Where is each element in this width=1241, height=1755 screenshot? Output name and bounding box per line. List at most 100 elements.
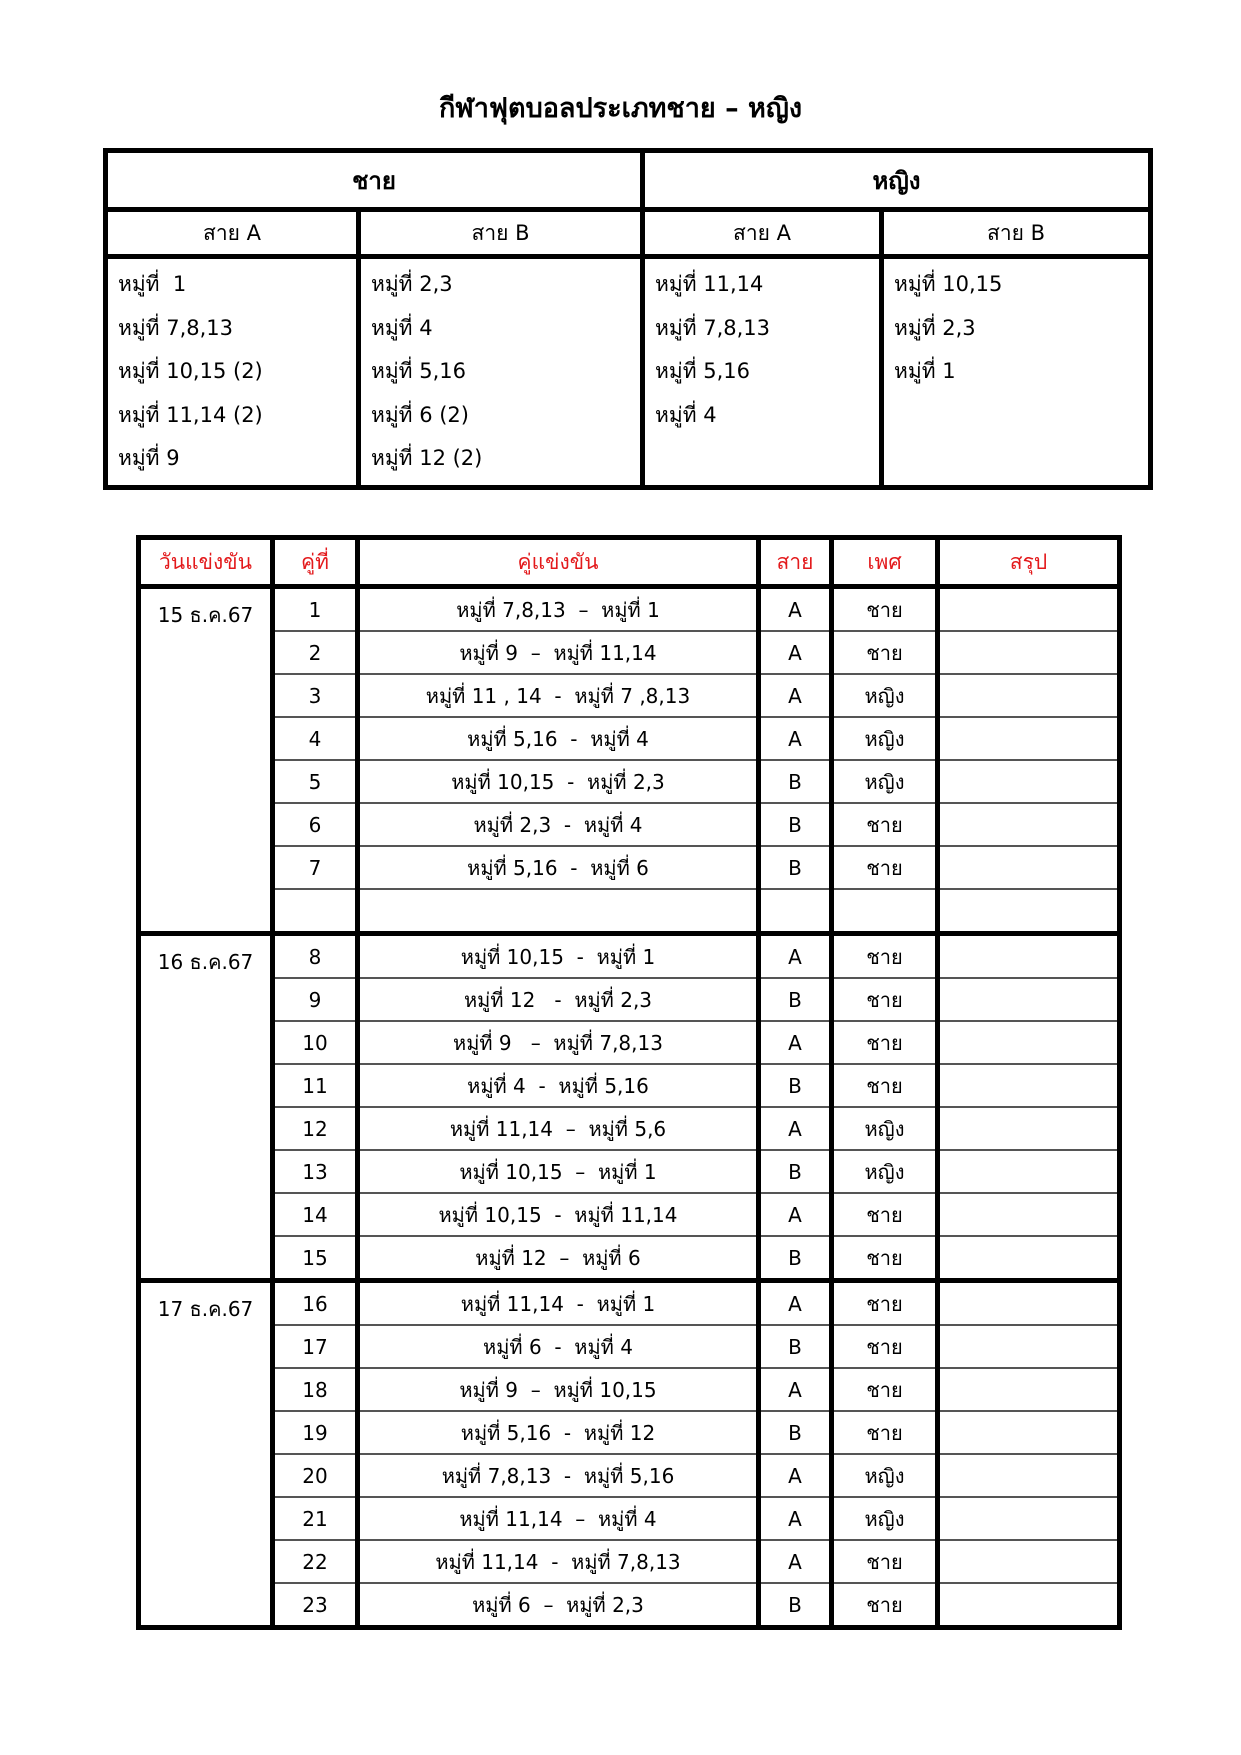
match-zone: B xyxy=(756,1149,834,1194)
match-pair: หมู่ที่ 11,14 – หมู่ที่ 5,6 xyxy=(355,1106,761,1151)
match-gender: ชาย xyxy=(829,1324,940,1369)
match-gender: ชาย xyxy=(829,977,940,1022)
match-zone: A xyxy=(756,673,834,718)
team-item: หมู่ที่ 4 xyxy=(655,402,717,427)
table-row: 23 หมู่ที่ 6 – หมู่ที่ 2,3 B ชาย xyxy=(139,1582,1122,1629)
match-summary xyxy=(935,802,1122,847)
match-no: 18 xyxy=(270,1367,360,1412)
table-row: 16 ธ.ค.67 8 หมู่ที่ 10,15 - หมู่ที่ 1 A ชาย xyxy=(136,931,1122,1282)
match-gender: ชาย xyxy=(829,1582,940,1629)
team-item: หมู่ที่ 12 (2) xyxy=(371,446,483,470)
match-no xyxy=(270,888,360,935)
match-gender: ชาย xyxy=(829,1063,940,1108)
match-no: 22 xyxy=(270,1539,360,1584)
table-row: 17 ธ.ค.67 16 หมู่ที่ 11,14 - หมู่ที่ 1 A ชาย xyxy=(136,1278,1122,1629)
match-summary xyxy=(935,1453,1122,1498)
table-row: 11 หมู่ที่ 4 - หมู่ที่ 5,16 B ชาย xyxy=(139,1063,1122,1108)
match-no: 23 xyxy=(270,1582,360,1629)
column-header: คู่ที่ xyxy=(270,535,360,589)
table-row: 5 หมู่ที่ 10,15 - หมู่ที่ 2,3 B หญิง xyxy=(139,759,1122,804)
match-summary xyxy=(935,1496,1122,1541)
match-gender: ชาย xyxy=(829,1020,940,1065)
team-list: หมู่ที่ 1 หมู่ที่ 7,8,13 หมู่ที่ 10,15 (2)… xyxy=(103,254,361,490)
match-zone: A xyxy=(756,1539,834,1584)
match-no: 2 xyxy=(270,630,360,675)
match-no: 3 xyxy=(270,673,360,718)
table-row xyxy=(139,888,1122,935)
team-item: หมู่ที่ 9 xyxy=(118,446,180,470)
match-zone: B xyxy=(756,845,834,890)
match-zone: A xyxy=(756,1367,834,1412)
match-no: 16 xyxy=(270,1278,360,1326)
match-zone: A xyxy=(756,1453,834,1498)
team-item: หมู่ที่ 11,14 xyxy=(655,272,764,296)
team-list: หมู่ที่ 11,14 หมู่ที่ 7,8,13 หมู่ที่ 5,16 ห… xyxy=(640,254,885,490)
column-header: วันแข่งขัน xyxy=(136,535,275,589)
match-pair: หมู่ที่ 6 – หมู่ที่ 2,3 xyxy=(355,1582,761,1629)
match-summary xyxy=(935,1582,1122,1629)
match-date: 16 ธ.ค.67 xyxy=(136,931,275,1282)
match-zone: A xyxy=(756,1020,834,1065)
match-summary xyxy=(935,1410,1122,1455)
match-zone: A xyxy=(756,1278,834,1326)
table-row: 7 หมู่ที่ 5,16 - หมู่ที่ 6 B ชาย xyxy=(139,845,1122,890)
match-no: 19 xyxy=(270,1410,360,1455)
match-summary xyxy=(935,1324,1122,1369)
match-no: 21 xyxy=(270,1496,360,1541)
team-item: หมู่ที่ 4 xyxy=(371,315,433,340)
match-pair: หมู่ที่ 11,14 – หมู่ที่ 4 xyxy=(355,1496,761,1541)
table-row: 20 หมู่ที่ 7,8,13 - หมู่ที่ 5,16 A หญิง xyxy=(139,1453,1122,1498)
table-row: 14 หมู่ที่ 10,15 - หมู่ที่ 11,14 A ชาย xyxy=(139,1192,1122,1237)
match-zone: A xyxy=(756,630,834,675)
match-no: 6 xyxy=(270,802,360,847)
match-summary xyxy=(935,1106,1122,1151)
table-row: 10 หมู่ที่ 9 – หมู่ที่ 7,8,13 A ชาย xyxy=(139,1020,1122,1065)
match-gender: หญิง xyxy=(829,1453,940,1498)
match-pair: หมู่ที่ 10,15 - หมู่ที่ 11,14 xyxy=(355,1192,761,1237)
match-date: 17 ธ.ค.67 xyxy=(136,1278,275,1629)
match-zone: A xyxy=(756,1106,834,1151)
match-pair: หมู่ที่ 11,14 - หมู่ที่ 7,8,13 xyxy=(355,1539,761,1584)
match-pair: หมู่ที่ 5,16 - หมู่ที่ 6 xyxy=(355,845,761,890)
match-summary xyxy=(935,931,1122,979)
match-summary xyxy=(935,1367,1122,1412)
match-no: 5 xyxy=(270,759,360,804)
column-header: สาย xyxy=(756,535,834,589)
team-item: หมู่ที่ 1 xyxy=(118,272,187,296)
zone-header: สาย B xyxy=(355,207,646,259)
match-summary xyxy=(935,759,1122,804)
match-gender: ชาย xyxy=(829,1539,940,1584)
match-gender: ชาย xyxy=(829,845,940,890)
column-header: เพศ xyxy=(829,535,940,589)
match-summary xyxy=(935,1149,1122,1194)
match-pair: หมู่ที่ 12 – หมู่ที่ 6 xyxy=(355,1235,761,1282)
match-no: 20 xyxy=(270,1453,360,1498)
match-gender: ชาย xyxy=(829,931,940,979)
match-no: 12 xyxy=(270,1106,360,1151)
match-summary xyxy=(935,673,1122,718)
table-row: 13 หมู่ที่ 10,15 – หมู่ที่ 1 B หญิง xyxy=(139,1149,1122,1194)
match-no: 1 xyxy=(270,584,360,632)
table-row: 17 หมู่ที่ 6 - หมู่ที่ 4 B ชาย xyxy=(139,1324,1122,1369)
match-zone: A xyxy=(756,716,834,761)
match-summary xyxy=(935,845,1122,890)
table-row: 15 หมู่ที่ 12 – หมู่ที่ 6 B ชาย xyxy=(139,1235,1122,1282)
page-title: กีฬาฟุตบอลประเภทชาย – หญิง xyxy=(438,93,803,124)
team-item: หมู่ที่ 7,8,13 xyxy=(118,315,233,340)
match-pair: หมู่ที่ 7,8,13 - หมู่ที่ 5,16 xyxy=(355,1453,761,1498)
match-summary xyxy=(935,1020,1122,1065)
match-no: 17 xyxy=(270,1324,360,1369)
table-row: 18 หมู่ที่ 9 – หมู่ที่ 10,15 A ชาย xyxy=(139,1367,1122,1412)
match-pair xyxy=(355,888,761,935)
match-no: 9 xyxy=(270,977,360,1022)
match-gender: หญิง xyxy=(829,1106,940,1151)
match-summary xyxy=(935,584,1122,632)
match-no: 11 xyxy=(270,1063,360,1108)
table-row: 12 หมู่ที่ 11,14 – หมู่ที่ 5,6 A หญิง xyxy=(139,1106,1122,1151)
match-pair: หมู่ที่ 5,16 - หมู่ที่ 12 xyxy=(355,1410,761,1455)
zone-header: สาย A xyxy=(103,207,361,259)
match-pair: หมู่ที่ 2,3 - หมู่ที่ 4 xyxy=(355,802,761,847)
team-item: หมู่ที่ 5,16 xyxy=(371,359,466,383)
team-item: หมู่ที่ 10,15 xyxy=(894,272,1003,296)
